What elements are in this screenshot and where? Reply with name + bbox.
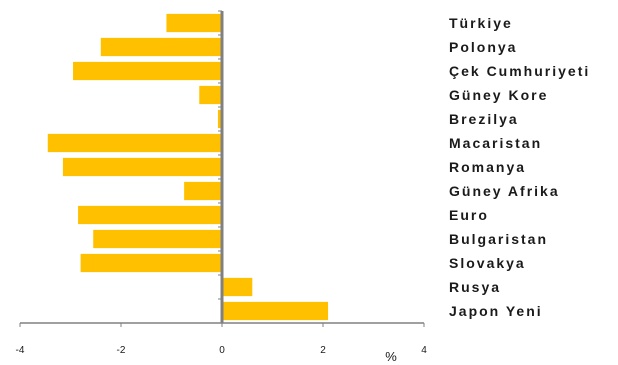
category-label: Polonya: [449, 39, 517, 55]
bar-7: [63, 158, 222, 176]
bar-1: [166, 14, 222, 32]
bar-13: [222, 302, 328, 320]
category-label: Çek Cumhuriyeti: [449, 63, 590, 79]
category-label: Japon Yeni: [449, 303, 543, 319]
x-tick-label: 4: [421, 345, 427, 356]
category-labels-group: Türkiye Polonya Çek Cumhuriyeti Güney Kore B…: [449, 15, 590, 319]
tick-labels-group: -4 -2 0 2 4: [16, 345, 428, 356]
x-tick-label: 2: [320, 345, 326, 356]
bar-10: [93, 230, 222, 248]
bar-6: [48, 134, 222, 152]
bar-4: [199, 86, 222, 104]
bar-8: [184, 182, 222, 200]
bar-3: [73, 62, 222, 80]
category-label: Rusya: [449, 279, 501, 295]
category-label: Güney Kore: [449, 87, 548, 103]
unit-label: %: [385, 349, 397, 364]
category-label: Brezilya: [449, 111, 519, 127]
category-label: Euro: [449, 207, 489, 223]
category-label: Türkiye: [449, 15, 513, 31]
category-label: Güney Afrika: [449, 183, 560, 199]
category-label: Slovakya: [449, 255, 526, 271]
x-tick-label: -4: [16, 345, 25, 356]
category-label: Romanya: [449, 159, 526, 175]
bar-9: [78, 206, 222, 224]
x-tick-label: 0: [219, 345, 225, 356]
x-tick-label: -2: [117, 345, 126, 356]
category-label: Bulgaristan: [449, 231, 548, 247]
bar-11: [81, 254, 222, 272]
bar-2: [101, 38, 222, 56]
category-label: Macaristan: [449, 135, 542, 151]
bars-group: [48, 14, 328, 320]
bar-12: [222, 278, 252, 296]
